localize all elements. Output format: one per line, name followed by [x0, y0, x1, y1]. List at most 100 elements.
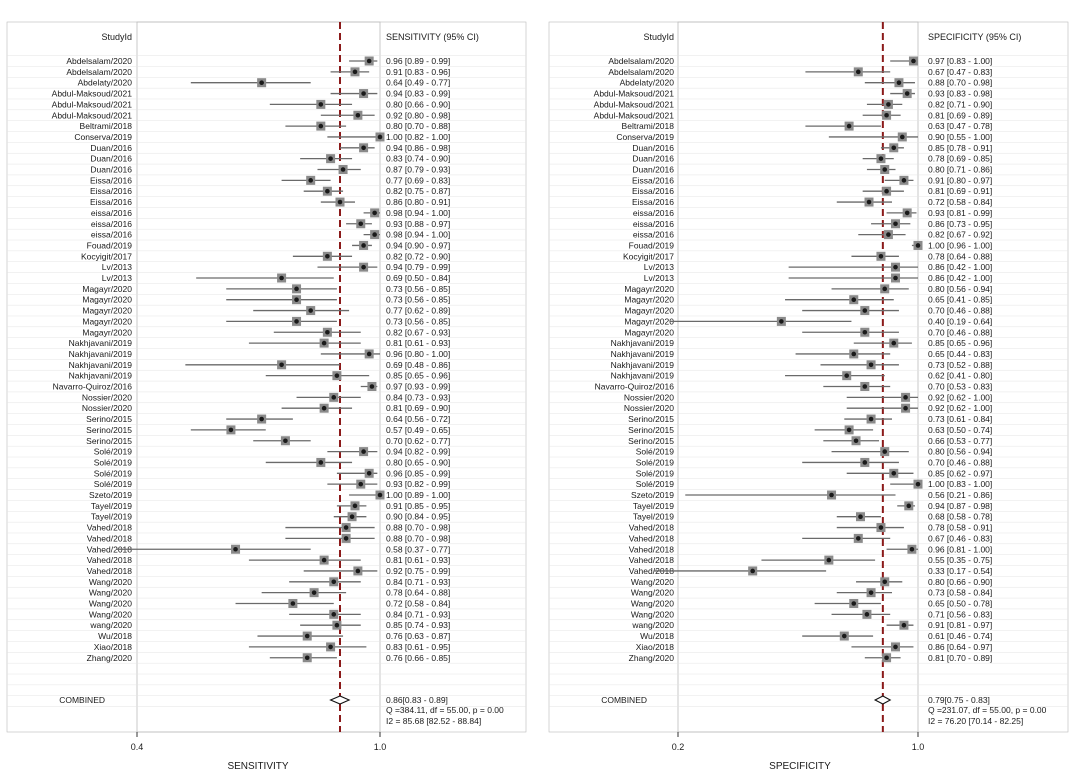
point-estimate — [331, 395, 337, 400]
study-name: Nakhjavani/2019 — [611, 338, 675, 348]
point-estimate — [290, 601, 296, 606]
study-name: Vahed/2018 — [629, 566, 674, 576]
study-ci-text: 0.65 [0.50 - 0.78] — [928, 599, 992, 609]
point-estimate — [352, 69, 358, 75]
point-estimate — [321, 405, 327, 411]
combined-label: COMBINED — [601, 695, 647, 705]
study-ci-text: 0.65 [0.41 - 0.85] — [928, 295, 992, 305]
point-estimate — [893, 644, 898, 650]
study-name: Magayr/2020 — [82, 327, 132, 337]
study-ci-text: 0.82 [0.67 - 0.92] — [928, 230, 992, 240]
study-name: Wang/2020 — [631, 577, 674, 587]
study-ci-text: 0.80 [0.66 - 0.90] — [386, 99, 450, 109]
ci-column-header: SENSITIVITY (95% CI) — [386, 32, 479, 42]
study-ci-text: 0.86 [0.42 - 1.00] — [928, 273, 992, 283]
study-name: Eissa/2016 — [90, 175, 132, 185]
study-ci-text: 0.94 [0.87 - 0.98] — [928, 501, 992, 511]
study-name: Vahed/2018 — [87, 523, 132, 533]
study-ci-text: 0.56 [0.21 - 0.86] — [928, 490, 992, 500]
point-estimate — [886, 232, 891, 237]
point-estimate — [901, 178, 907, 183]
point-estimate — [855, 536, 861, 541]
study-ci-text: 0.69 [0.48 - 0.86] — [386, 360, 450, 370]
study-name: eissa/2016 — [91, 219, 132, 229]
plot-frame — [677, 21, 919, 733]
study-ci-text: 0.80 [0.71 - 0.86] — [928, 165, 992, 175]
study-ci-text: 1.00 [0.89 - 1.00] — [386, 490, 450, 500]
study-name: Solé/2019 — [94, 447, 133, 457]
point-estimate — [891, 340, 897, 346]
point-estimate — [304, 655, 310, 661]
point-estimate — [294, 297, 299, 303]
study-name: eissa/2016 — [91, 208, 132, 218]
study-name: Serino/2015 — [86, 425, 132, 435]
study-name: Xiao/2018 — [636, 642, 675, 652]
study-id-header: StudyId — [643, 32, 674, 42]
point-estimate — [325, 188, 330, 194]
x-axis-label: SPECIFICITY — [769, 761, 831, 772]
point-estimate — [909, 546, 915, 552]
study-name: Solé/2019 — [94, 479, 133, 489]
study-ci-text: 0.94 [0.83 - 0.99] — [386, 89, 450, 99]
study-ci-text: 0.91 [0.80 - 0.97] — [928, 175, 992, 185]
study-ci-text: 0.73 [0.61 - 0.84] — [928, 414, 992, 424]
study-ci-text: 0.88 [0.70 - 0.98] — [928, 78, 992, 88]
point-estimate — [328, 156, 333, 161]
study-name: Solé/2019 — [636, 479, 675, 489]
point-estimate — [915, 243, 921, 248]
study-name: Nakhjavani/2019 — [69, 360, 133, 370]
study-name: Szeto/2019 — [89, 490, 132, 500]
study-ci-text: 0.85 [0.78 - 0.91] — [928, 143, 992, 153]
point-estimate — [851, 297, 857, 303]
study-ci-text: 0.92 [0.62 - 1.00] — [928, 392, 992, 402]
study-ci-text: 0.97 [0.93 - 0.99] — [386, 382, 450, 392]
study-name: Wang/2020 — [89, 577, 132, 587]
study-name: Wang/2020 — [89, 599, 132, 609]
study-ci-text: 0.33 [0.17 - 0.54] — [928, 566, 992, 576]
point-estimate — [846, 123, 852, 129]
study-ci-text: 0.78 [0.64 - 0.88] — [928, 251, 992, 261]
point-estimate — [884, 188, 889, 194]
study-ci-text: 0.93 [0.82 - 0.99] — [386, 479, 450, 489]
point-estimate — [349, 514, 355, 519]
point-estimate — [279, 275, 284, 281]
combined-diamond — [329, 695, 351, 705]
study-name: Eissa/2016 — [90, 186, 132, 196]
study-ci-text: 0.82 [0.72 - 0.90] — [386, 251, 450, 261]
study-name: Beltrami/2018 — [80, 121, 133, 131]
study-ci-text: 0.93 [0.83 - 0.98] — [928, 89, 992, 99]
study-name: Magayr/2020 — [82, 295, 132, 305]
study-name: Lv/2013 — [644, 262, 675, 272]
study-ci-text: 1.00 [0.96 - 1.00] — [928, 240, 992, 250]
study-name: Duan/2016 — [90, 154, 132, 164]
study-name: Abdelaty/2020 — [620, 78, 675, 88]
study-name: Solé/2019 — [94, 468, 133, 478]
study-name: Wang/2020 — [631, 588, 674, 598]
point-estimate — [826, 557, 832, 563]
study-name: Abdelaty/2020 — [78, 78, 133, 88]
study-ci-text: 0.83 [0.61 - 0.95] — [386, 642, 450, 652]
heterogeneity-q-text: Q =384.11, df = 55.00, p = 0.00 — [386, 705, 504, 715]
study-name: Nossier/2020 — [624, 392, 674, 402]
point-estimate — [899, 134, 905, 140]
study-ci-text: 0.64 [0.56 - 0.72] — [386, 414, 450, 424]
study-name: Abdul-Maksoud/2021 — [52, 99, 133, 109]
point-estimate — [893, 275, 898, 281]
point-estimate — [878, 525, 884, 530]
point-estimate — [906, 503, 912, 509]
study-ci-text: 0.90 [0.55 - 1.00] — [928, 132, 992, 142]
study-name: Lv/2013 — [102, 262, 133, 272]
point-estimate — [343, 525, 349, 530]
study-ci-text: 0.87 [0.79 - 0.93] — [386, 165, 450, 175]
point-estimate — [321, 340, 327, 346]
point-estimate — [366, 58, 372, 64]
point-estimate — [259, 416, 264, 422]
study-name: Magayr/2020 — [82, 284, 132, 294]
x-tick-label: 0.2 — [672, 742, 685, 752]
study-ci-text: 0.94 [0.82 - 0.99] — [386, 447, 450, 457]
study-name: Wang/2020 — [89, 588, 132, 598]
point-estimate — [903, 395, 908, 400]
study-ci-text: 0.84 [0.71 - 0.93] — [386, 609, 450, 619]
study-name: Fouad/2019 — [87, 240, 133, 250]
